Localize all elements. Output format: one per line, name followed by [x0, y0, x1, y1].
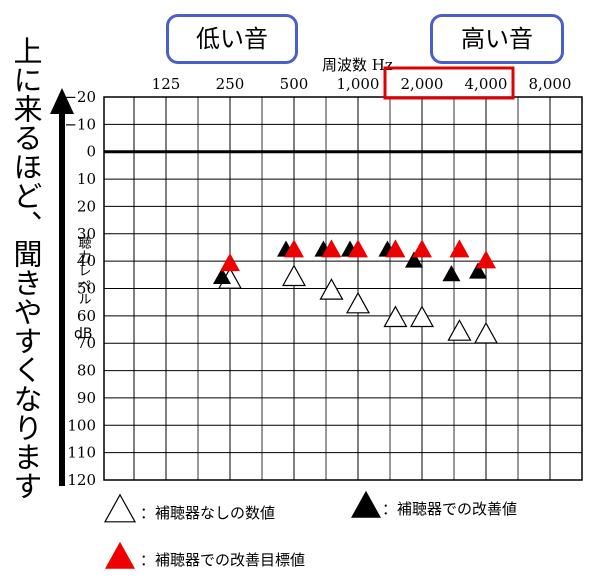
y-tick-label: 70: [77, 334, 96, 352]
side-caption: 上に来るほど、聞きやすくなります: [9, 36, 43, 500]
legend-label-target: ：補聴器での改善目標値: [140, 551, 306, 569]
legend-marker-improved: [351, 490, 381, 518]
y-tick-label: 120: [67, 471, 96, 489]
point-unaided: [281, 264, 307, 287]
y-tick-label: −10: [64, 115, 96, 133]
point-improved: [442, 265, 461, 282]
high-sound-label: 高い音: [430, 14, 564, 64]
point-improved: [213, 267, 231, 285]
y-tick-label: 110: [67, 444, 96, 462]
y-tick-label: 40: [77, 252, 96, 270]
point-target: [412, 239, 432, 258]
point-unaided: [319, 278, 344, 300]
legend-marker-target: [105, 541, 135, 569]
x-axis-label: 周波数 Hz: [322, 56, 393, 74]
x-tick-label: 4,000: [465, 75, 508, 93]
point-improved: [469, 262, 487, 279]
point-unaided: [409, 305, 435, 328]
point-target: [321, 239, 342, 258]
low-sound-label: 低い音: [166, 14, 298, 64]
point-target: [476, 250, 496, 269]
y-tick-label: 0: [86, 143, 96, 161]
point-improved: [405, 251, 423, 268]
point-unaided: [473, 321, 499, 344]
point-target: [220, 253, 240, 272]
y-axis-unit: dB: [74, 326, 93, 342]
y-tick-label: 60: [77, 307, 96, 325]
legend-label-improved: ：補聴器での改善値: [382, 500, 518, 518]
y-tick-label: 80: [77, 362, 96, 380]
y-axis-label: 聴力レベル: [76, 236, 92, 306]
y-tick-label: 20: [77, 197, 96, 215]
point-target: [449, 239, 470, 258]
y-tick-label: −20: [64, 88, 96, 106]
legend-label-unaided: ：補聴器なしの数値: [140, 504, 276, 522]
x-tick-label: 8,000: [529, 75, 572, 93]
legend-marker-unaided: [103, 493, 137, 523]
arrow-head-icon: [50, 88, 74, 114]
highlight-box: [383, 66, 515, 100]
x-tick-label: 250: [216, 75, 245, 93]
x-tick-label: 2,000: [401, 75, 444, 93]
x-tick-label: 500: [280, 75, 309, 93]
point-target: [348, 239, 368, 258]
x-tick-label: 1,000: [337, 75, 380, 93]
point-target: [284, 239, 304, 258]
point-target: [385, 239, 406, 258]
y-tick-label: 50: [77, 280, 96, 298]
point-unaided: [383, 305, 408, 328]
y-tick-label: 90: [77, 389, 96, 407]
point-unaided: [447, 319, 472, 341]
y-tick-label: 30: [77, 225, 96, 243]
point-unaided: [345, 291, 371, 314]
x-tick-label: 125: [152, 75, 181, 93]
y-tick-label: 10: [77, 170, 96, 188]
y-tick-label: 100: [67, 416, 96, 434]
